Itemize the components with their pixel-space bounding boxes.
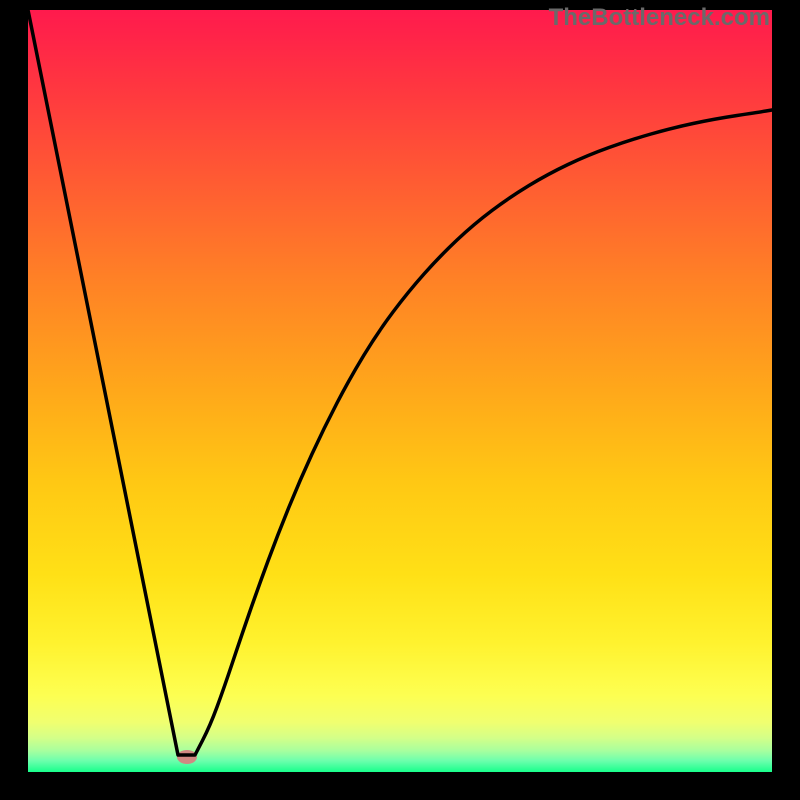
watermark-text: TheBottleneck.com <box>549 4 770 32</box>
curve-layer <box>0 0 800 800</box>
minimum-marker <box>177 750 197 764</box>
bottleneck-curve <box>28 10 772 755</box>
chart-container: TheBottleneck.com <box>0 0 800 800</box>
